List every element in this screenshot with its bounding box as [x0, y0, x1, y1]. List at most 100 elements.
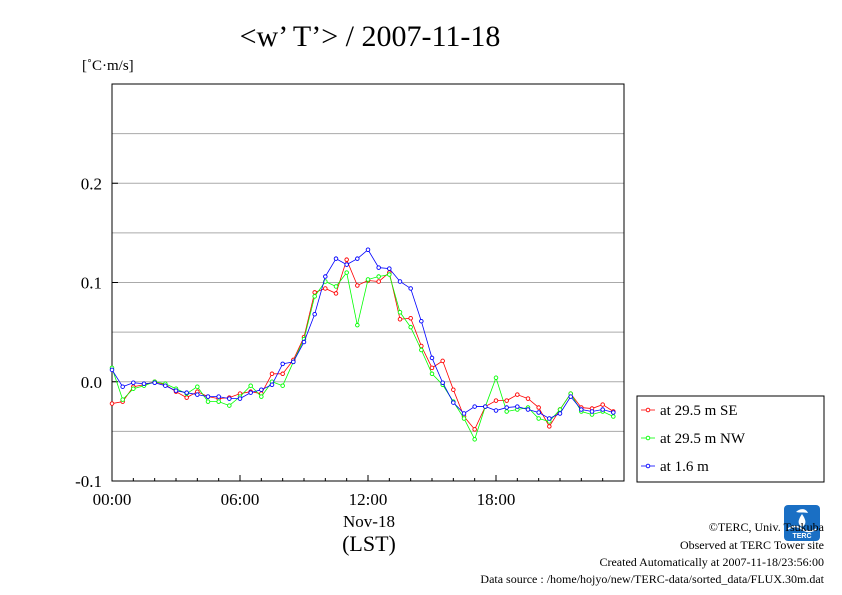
- data-point: [109, 367, 115, 373]
- data-point: [120, 384, 125, 389]
- data-point: [376, 274, 381, 279]
- data-point: [312, 312, 317, 317]
- data-point: [493, 375, 499, 381]
- data-point: [109, 401, 115, 406]
- data-point: [440, 358, 445, 364]
- data-point: [333, 256, 339, 261]
- legend-box: [636, 395, 825, 483]
- data-point: [195, 392, 200, 397]
- data-point: [141, 381, 147, 386]
- data-point: [365, 277, 371, 282]
- data-point: [525, 396, 531, 401]
- data-point: [504, 398, 509, 403]
- data-point: [472, 427, 477, 432]
- data-point: [333, 284, 339, 289]
- data-point: [120, 397, 125, 402]
- data-point: [579, 407, 584, 412]
- data-point: [184, 395, 189, 400]
- data-point: [547, 416, 552, 421]
- data-point: [493, 398, 499, 403]
- data-point: [504, 405, 509, 410]
- data-point: [237, 396, 243, 401]
- data-point: [397, 279, 403, 284]
- y-axis: 0.2 0.1 0.0 -0.1: [75, 174, 118, 491]
- data-point: [355, 322, 360, 328]
- logo-wave-line-icon: [787, 525, 817, 533]
- data-point: [611, 410, 616, 415]
- data-point: [248, 383, 253, 388]
- grid-lines: [112, 133, 624, 432]
- data-point: [440, 380, 445, 385]
- legend-item: at 29.5 m NW: [641, 431, 746, 447]
- x-date-label: Nov-18: [343, 512, 395, 531]
- data-point: [536, 405, 541, 410]
- data-point: [451, 400, 456, 405]
- data-point: [291, 359, 296, 365]
- data-point: [205, 399, 211, 404]
- logo-text: TERC: [792, 533, 811, 540]
- data-point: [536, 410, 541, 415]
- legend-item: at 1.6 m: [641, 459, 709, 475]
- data-point: [408, 315, 413, 321]
- data-point: [472, 404, 477, 409]
- data-point: [429, 355, 435, 361]
- credit-observed: Observed at TERC Tower site: [680, 538, 824, 552]
- legend-marker: [645, 407, 651, 413]
- legend-label: at 29.5 m SE: [660, 403, 738, 419]
- legend-marker: [645, 463, 651, 469]
- chart-title: <w’ T’> / 2007-11-18: [240, 20, 501, 53]
- data-point: [376, 265, 381, 270]
- data-point: [131, 380, 136, 385]
- data-point: [184, 390, 189, 395]
- logo-drop-icon: [798, 514, 806, 527]
- data-point: [504, 409, 509, 414]
- data-point: [408, 324, 413, 330]
- data-point: [280, 371, 285, 377]
- data-point: [259, 394, 264, 399]
- data-point: [461, 411, 467, 416]
- data-point: [323, 286, 328, 291]
- x-axis: 00:00 06:00 12:00 18:00: [93, 475, 604, 509]
- series-group: [109, 247, 616, 442]
- data-point: [419, 347, 424, 353]
- data-point: [344, 270, 349, 275]
- legend-marker: [645, 435, 651, 441]
- data-point: [312, 290, 317, 295]
- legend-label: at 29.5 m NW: [660, 431, 746, 447]
- data-point: [557, 411, 563, 416]
- data-point: [483, 404, 488, 409]
- y-tick-label: 0.2: [81, 174, 102, 193]
- data-point: [205, 394, 211, 399]
- credit-created: Created Automatically at 2007-11-18/23:5…: [599, 555, 824, 569]
- data-point: [376, 279, 381, 284]
- data-point: [600, 407, 605, 412]
- data-point: [216, 394, 221, 399]
- data-point: [419, 318, 424, 324]
- data-point: [195, 384, 200, 389]
- x-tick-label: 00:00: [93, 490, 132, 509]
- credit-source: Data source : /home/hojyo/new/TERC-data/…: [480, 572, 824, 586]
- data-point: [429, 365, 435, 371]
- y-tick-label: 0.0: [81, 373, 102, 392]
- x-tick-label: 06:00: [221, 490, 260, 509]
- y-axis-unit-label: [˚C·m/s]: [82, 58, 134, 74]
- legend: at 29.5 m SE at 29.5 m NW at 1.6 m: [641, 403, 746, 475]
- series-2: [109, 247, 616, 421]
- data-point: [355, 283, 360, 288]
- data-point: [280, 361, 285, 367]
- data-point: [163, 383, 168, 388]
- data-point: [227, 396, 232, 401]
- data-point: [547, 424, 552, 429]
- data-point: [323, 274, 328, 279]
- data-point: [397, 316, 403, 322]
- data-point: [536, 416, 541, 421]
- credit-copyright: ©TERC, Univ. Tsukuba: [709, 520, 825, 534]
- x-axis-label: (LST): [342, 531, 396, 556]
- data-point: [344, 262, 349, 267]
- y-tick-label: -0.1: [75, 472, 102, 491]
- data-point: [301, 339, 307, 345]
- data-point: [515, 404, 520, 409]
- data-point: [280, 383, 285, 388]
- data-point: [589, 409, 595, 414]
